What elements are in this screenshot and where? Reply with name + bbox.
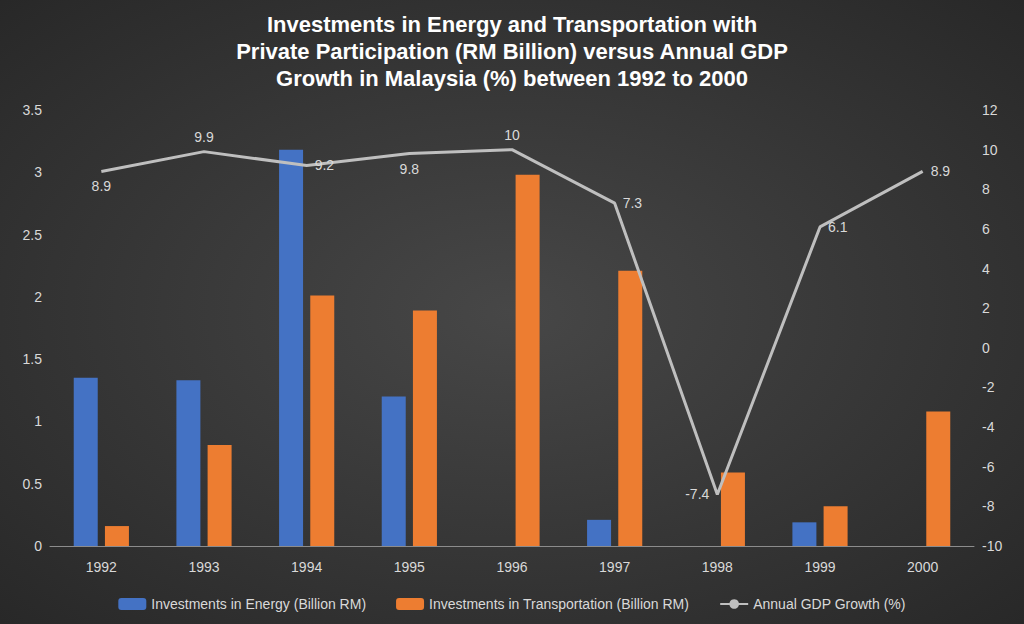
svg-text:Investments in Energy (Billion: Investments in Energy (Billion RM) xyxy=(151,596,366,612)
svg-text:3: 3 xyxy=(34,164,42,180)
svg-text:1995: 1995 xyxy=(394,559,425,575)
svg-text:8: 8 xyxy=(982,181,990,197)
svg-text:2: 2 xyxy=(982,300,990,316)
svg-text:1993: 1993 xyxy=(188,559,219,575)
svg-text:10: 10 xyxy=(982,142,998,158)
svg-text:12: 12 xyxy=(982,102,998,118)
svg-text:-6: -6 xyxy=(982,459,995,475)
svg-text:8.9: 8.9 xyxy=(931,163,951,179)
svg-text:2000: 2000 xyxy=(907,559,938,575)
svg-text:-10: -10 xyxy=(982,538,1002,554)
svg-text:1.5: 1.5 xyxy=(23,351,43,367)
svg-text:-8: -8 xyxy=(982,498,995,514)
svg-text:9.2: 9.2 xyxy=(315,157,335,173)
svg-text:0: 0 xyxy=(34,538,42,554)
svg-text:1994: 1994 xyxy=(291,559,322,575)
svg-text:6.1: 6.1 xyxy=(828,219,848,235)
svg-text:9.8: 9.8 xyxy=(400,161,420,177)
svg-text:-2: -2 xyxy=(982,379,995,395)
svg-text:1997: 1997 xyxy=(599,559,630,575)
svg-text:8.9: 8.9 xyxy=(92,178,112,194)
svg-text:4: 4 xyxy=(982,261,990,277)
svg-text:1992: 1992 xyxy=(86,559,117,575)
svg-text:3.5: 3.5 xyxy=(23,102,43,118)
svg-text:Annual GDP Growth (%): Annual GDP Growth (%) xyxy=(753,596,905,612)
svg-text:7.3: 7.3 xyxy=(623,195,643,211)
svg-text:2: 2 xyxy=(34,289,42,305)
svg-text:Growth in Malaysia (%) between: Growth in Malaysia (%) between 1992 to 2… xyxy=(276,66,748,91)
svg-text:2.5: 2.5 xyxy=(23,227,43,243)
svg-text:-7.4: -7.4 xyxy=(685,486,709,502)
svg-text:1: 1 xyxy=(34,413,42,429)
svg-text:-4: -4 xyxy=(982,419,995,435)
svg-text:0.5: 0.5 xyxy=(23,476,43,492)
svg-text:Private Participation (RM Bill: Private Participation (RM Billion) versu… xyxy=(236,39,788,64)
svg-text:Investments in Transportation: Investments in Transportation (Billion R… xyxy=(429,596,689,612)
svg-text:6: 6 xyxy=(982,221,990,237)
svg-text:1999: 1999 xyxy=(804,559,835,575)
svg-text:Investments in Energy and Tran: Investments in Energy and Transportation… xyxy=(267,12,757,37)
svg-text:9.9: 9.9 xyxy=(194,129,214,145)
svg-text:10: 10 xyxy=(504,127,520,143)
svg-text:0: 0 xyxy=(982,340,990,356)
svg-text:1996: 1996 xyxy=(496,559,527,575)
svg-text:1998: 1998 xyxy=(702,559,733,575)
